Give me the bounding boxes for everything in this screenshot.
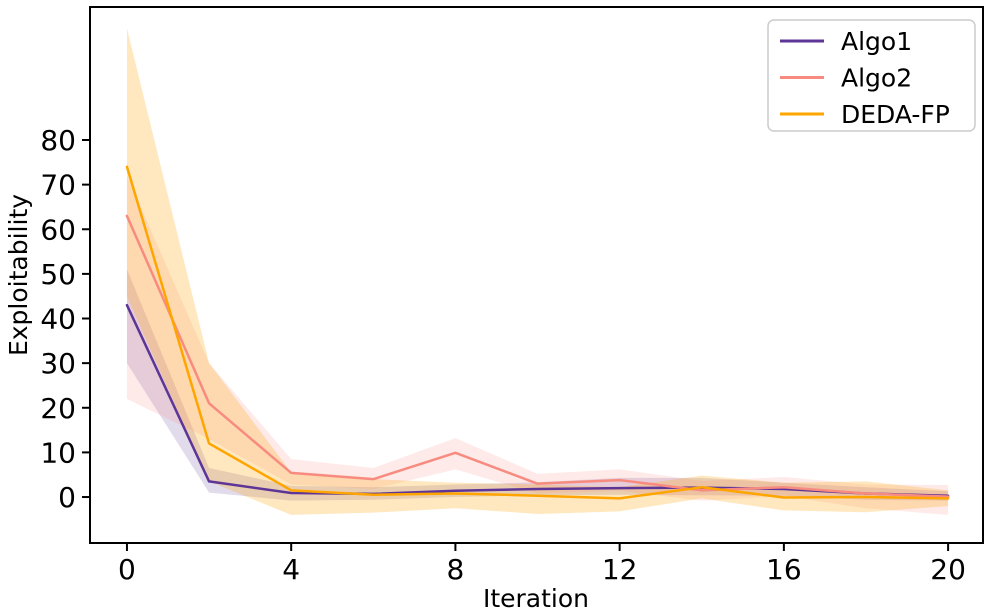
legend-label: Algo1 [841, 27, 912, 56]
y-axis-tick-label: 50 [40, 258, 76, 291]
legend-label: Algo2 [841, 64, 912, 93]
plot-border [89, 6, 984, 544]
legend-item: Algo2 [780, 64, 912, 93]
x-axis-tick-label: 0 [118, 553, 136, 586]
y-axis-tick-label: 0 [58, 481, 76, 514]
y-axis-tick-label: 70 [40, 169, 76, 202]
confidence-band-deda-fp [126, 28, 949, 515]
y-axis-tick-label: 80 [40, 124, 76, 157]
y-axis-tick-label: 30 [40, 347, 76, 380]
y-axis-tick-label: 10 [40, 436, 76, 469]
y-axis-tick-label: 60 [40, 213, 76, 246]
x-axis-tick-label: 12 [602, 553, 638, 586]
x-axis-tick-label: 8 [446, 553, 464, 586]
x-axis-tick-label: 20 [930, 553, 966, 586]
x-axis-tick-label: 4 [282, 553, 300, 586]
legend-label: DEDA-FP [841, 100, 950, 129]
y-axis-label: Exploitability [4, 194, 33, 356]
x-axis-tick-label: 16 [766, 553, 802, 586]
legend-box [767, 19, 976, 132]
series-line-algo2 [125, 214, 950, 498]
legend-item: Algo1 [780, 27, 912, 56]
legend: Algo1 Algo2 DEDA-FP [767, 19, 976, 132]
series-line-deda-fp [125, 165, 950, 500]
legend-item: DEDA-FP [780, 100, 950, 129]
y-axis-tick-label: 40 [40, 303, 76, 336]
confidence-band-algo1 [126, 269, 949, 501]
y-axis-tick-label: 20 [40, 392, 76, 425]
x-axis-label: Iteration [483, 584, 589, 613]
